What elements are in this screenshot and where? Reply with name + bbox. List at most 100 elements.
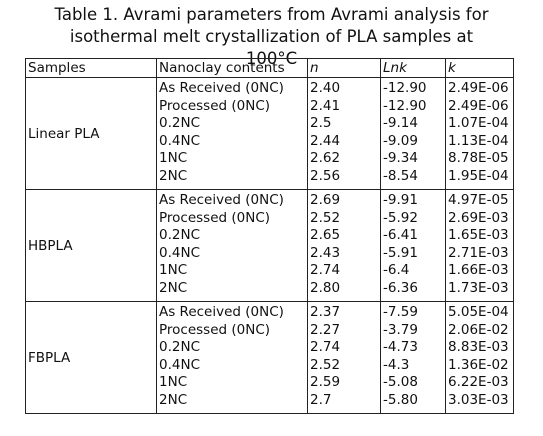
table-cell: 1.07E-04 bbox=[445, 115, 514, 133]
table-cell: 1.95E-04 bbox=[445, 167, 514, 190]
table-cell: 2.59 bbox=[307, 374, 381, 392]
table-cell: Processed (0NC) bbox=[156, 97, 308, 115]
table-cell: 1NC bbox=[156, 150, 308, 168]
table-cell: 2.74 bbox=[307, 339, 381, 357]
table-cell: 0.2NC bbox=[156, 115, 308, 133]
table-cell: -5.91 bbox=[380, 244, 446, 262]
table-cell: 2.49E-06 bbox=[445, 97, 514, 115]
header-row: Samples Nanoclay contents n Lnk k bbox=[25, 58, 514, 78]
table-cell: 2.37 bbox=[307, 301, 381, 322]
table-cell: -12.90 bbox=[380, 77, 446, 98]
table-cell: -4.3 bbox=[380, 356, 446, 374]
table-cell: -12.90 bbox=[380, 97, 446, 115]
table-row: HBPLA As Received (0NC) 2.69 -9.91 4.97E-05 bbox=[25, 189, 514, 302]
table-cell: 1NC bbox=[156, 374, 308, 392]
table-cell: 1.66E-03 bbox=[445, 262, 514, 280]
table-cell: -6.36 bbox=[380, 279, 446, 302]
table-cell: 1.73E-03 bbox=[445, 279, 514, 302]
table-cell: 6.22E-03 bbox=[445, 374, 514, 392]
table-cell: 8.83E-03 bbox=[445, 339, 514, 357]
table-cell: 2.65 bbox=[307, 227, 381, 245]
table-cell: -8.54 bbox=[380, 167, 446, 190]
sample-cell: Linear PLA bbox=[25, 77, 157, 190]
table-cell: -9.91 bbox=[380, 189, 446, 210]
header-cell: n bbox=[307, 58, 381, 78]
table-cell: 2.69 bbox=[307, 189, 381, 210]
table-cell: 2NC bbox=[156, 167, 308, 190]
table-row: 0.2NC 2.74 -4.73 8.83E-03 bbox=[26, 339, 514, 357]
table-cell: 2.69E-03 bbox=[445, 209, 514, 227]
table-cell: -9.34 bbox=[380, 150, 446, 168]
table-cell: -9.14 bbox=[380, 115, 446, 133]
table-cell: 2.43 bbox=[307, 244, 381, 262]
table-cell: 0.4NC bbox=[156, 132, 308, 150]
table-cell: 2.52 bbox=[307, 209, 381, 227]
table-row: 1NC 2.62 -9.34 8.78E-05 bbox=[26, 150, 514, 168]
table-cell: -4.73 bbox=[380, 339, 446, 357]
table-cell: 2.49E-06 bbox=[445, 77, 514, 98]
header-cell: Samples bbox=[25, 58, 157, 78]
table-row: Linear PLA As Received (0NC) 2.40 -12.90 2.4… bbox=[25, 77, 514, 190]
table-cell: -5.80 bbox=[380, 391, 446, 414]
table-row: 0.2NC 2.5 -9.14 1.07E-04 bbox=[26, 115, 514, 133]
table-cell: 2.62 bbox=[307, 150, 381, 168]
table-cell: 5.05E-04 bbox=[445, 301, 514, 322]
table-cell: 2.41 bbox=[307, 97, 381, 115]
table-cell: Processed (0NC) bbox=[156, 209, 308, 227]
table-cell: -3.79 bbox=[380, 321, 446, 339]
table-cell: 1.65E-03 bbox=[445, 227, 514, 245]
table-cell: 0.2NC bbox=[156, 227, 308, 245]
table-cell: As Received (0NC) bbox=[156, 189, 308, 210]
sample-cell: HBPLA bbox=[25, 189, 157, 302]
table-cell: -9.09 bbox=[380, 132, 446, 150]
table-cell: 8.78E-05 bbox=[445, 150, 514, 168]
table-cell: As Received (0NC) bbox=[156, 77, 308, 98]
table-cell: 2.7 bbox=[307, 391, 381, 414]
table-cell: 2.40 bbox=[307, 77, 381, 98]
table-row: 0.2NC 2.65 -6.41 1.65E-03 bbox=[26, 227, 514, 245]
table-cell: As Received (0NC) bbox=[156, 301, 308, 322]
table-cell: -5.08 bbox=[380, 374, 446, 392]
table-cell: 2.56 bbox=[307, 167, 381, 190]
table-cell: 1.36E-02 bbox=[445, 356, 514, 374]
table-cell: 4.97E-05 bbox=[445, 189, 514, 210]
page: Table 1. Avrami parameters from Avrami a… bbox=[0, 4, 543, 436]
table-row: 0.4NC 2.43 -5.91 2.71E-03 bbox=[26, 244, 514, 262]
table-cell: 2.52 bbox=[307, 356, 381, 374]
data-table: Samples Nanoclay contents n Lnk k Linear PLA A… bbox=[25, 58, 514, 414]
table-cell: 0.4NC bbox=[156, 244, 308, 262]
table-cell: 1.13E-04 bbox=[445, 132, 514, 150]
table-row: 1NC 2.59 -5.08 6.22E-03 bbox=[26, 374, 514, 392]
table-body: Samples Nanoclay contents n Lnk k Linear PLA A… bbox=[25, 58, 514, 414]
table-cell: -6.41 bbox=[380, 227, 446, 245]
table-row: Processed (0NC) 2.27 -3.79 2.06E-02 bbox=[26, 321, 514, 339]
sample-cell: FBPLA bbox=[25, 301, 157, 414]
table-cell: 0.4NC bbox=[156, 356, 308, 374]
table-cell: 2NC bbox=[156, 279, 308, 302]
table-cell: -7.59 bbox=[380, 301, 446, 322]
table-cell: -5.92 bbox=[380, 209, 446, 227]
table-cell: 1NC bbox=[156, 262, 308, 280]
table-row: 2NC 2.56 -8.54 1.95E-04 bbox=[26, 167, 514, 190]
table-row: 0.4NC 2.52 -4.3 1.36E-02 bbox=[26, 356, 514, 374]
table-row: 2NC 2.7 -5.80 3.03E-03 bbox=[26, 391, 514, 414]
table-row: Processed (0NC) 2.52 -5.92 2.69E-03 bbox=[26, 209, 514, 227]
table-row: 1NC 2.74 -6.4 1.66E-03 bbox=[26, 262, 514, 280]
header-cell: Lnk bbox=[380, 58, 446, 78]
table-cell: 2.44 bbox=[307, 132, 381, 150]
table-row: 2NC 2.80 -6.36 1.73E-03 bbox=[26, 279, 514, 302]
header-cell: Nanoclay contents bbox=[156, 58, 308, 78]
table-cell: 0.2NC bbox=[156, 339, 308, 357]
table-cell: 2NC bbox=[156, 391, 308, 414]
table-cell: 2.74 bbox=[307, 262, 381, 280]
table-cell: 2.06E-02 bbox=[445, 321, 514, 339]
table-cell: 2.5 bbox=[307, 115, 381, 133]
table-cell: -6.4 bbox=[380, 262, 446, 280]
table-cell: 2.27 bbox=[307, 321, 381, 339]
table-cell: 2.71E-03 bbox=[445, 244, 514, 262]
table-row: FBPLA As Received (0NC) 2.37 -7.59 5.05E-04 bbox=[25, 301, 514, 414]
table-cell: 2.80 bbox=[307, 279, 381, 302]
header-cell: k bbox=[445, 58, 514, 78]
table-cell: Processed (0NC) bbox=[156, 321, 308, 339]
table-row: Processed (0NC) 2.41 -12.90 2.49E-06 bbox=[26, 97, 514, 115]
